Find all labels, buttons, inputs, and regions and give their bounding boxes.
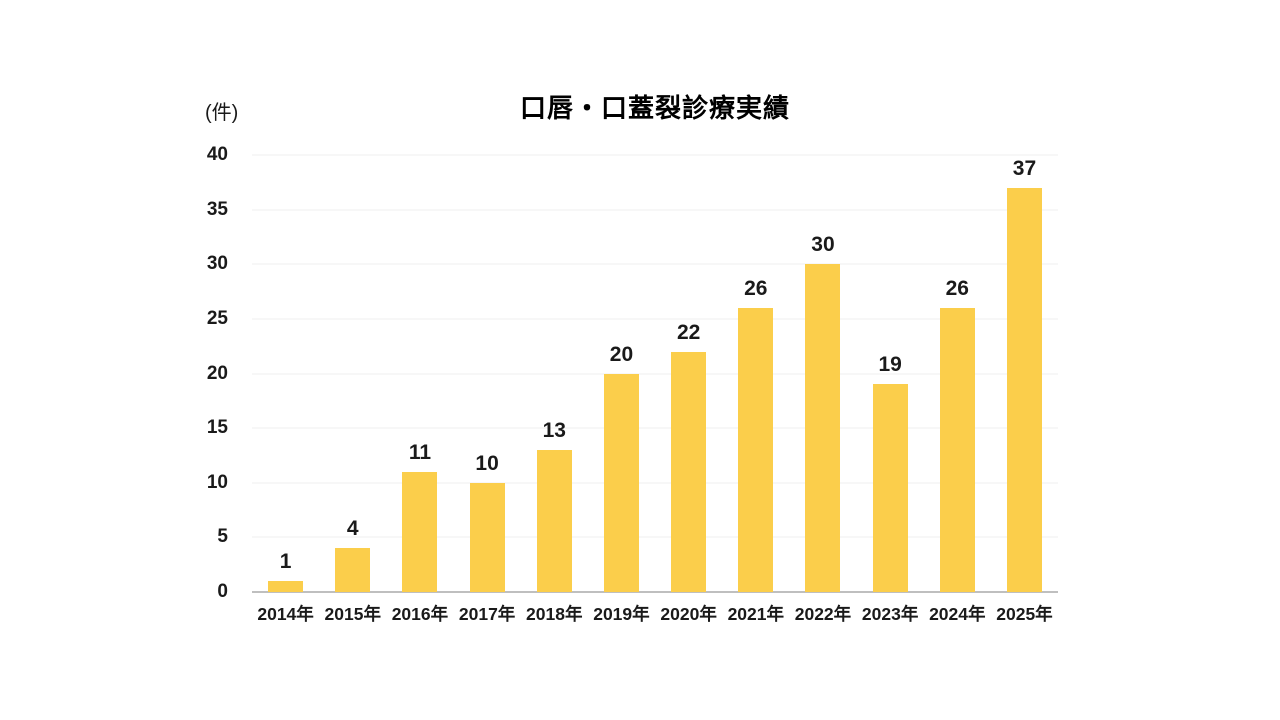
bar xyxy=(603,373,639,592)
plot-area: 1 4 11 10 13 20 22 26 30 19 26 37 xyxy=(252,154,1058,593)
x-tick-label: 2015年 xyxy=(324,604,381,624)
bar-slot: 4 xyxy=(319,155,386,592)
y-tick-label: 40 xyxy=(206,144,228,165)
gridline xyxy=(252,536,1058,538)
chart-title: 口唇・口蓋裂診療実績 xyxy=(519,93,790,123)
x-tick-label: 2014年 xyxy=(257,604,314,624)
x-tick-label: 2018年 xyxy=(526,604,583,624)
gridline xyxy=(252,373,1058,374)
bar-value-label: 22 xyxy=(676,320,701,344)
bar-value-label: 13 xyxy=(542,418,566,442)
bar xyxy=(268,581,304,592)
bar-slot: 37 xyxy=(991,155,1058,592)
y-tick-label: 20 xyxy=(206,362,228,384)
x-tick-label: 2022年 xyxy=(794,604,852,624)
bar-value-label: 37 xyxy=(1012,156,1037,180)
bar-slot: 26 xyxy=(924,155,991,592)
gridline xyxy=(252,482,1058,484)
bar-slot: 26 xyxy=(722,155,789,592)
bar xyxy=(805,264,841,592)
x-tick-label: 2016年 xyxy=(391,604,449,624)
gridline xyxy=(252,318,1058,320)
bar-value-label: 19 xyxy=(878,353,902,377)
y-tick-label: 30 xyxy=(206,253,228,275)
x-axis-tick-labels: 2014年 2015年 2016年 2017年 2018年 2019年 2020年 2021年… xyxy=(252,601,1058,626)
gridline xyxy=(252,154,1058,156)
bar-value-label: 30 xyxy=(811,233,835,257)
y-tick-label: 25 xyxy=(206,307,228,329)
bar-slot: 30 xyxy=(789,155,856,592)
bar xyxy=(671,351,707,592)
y-axis-tick-labels: 0 5 10 15 20 25 30 35 40 xyxy=(140,144,240,602)
bar xyxy=(738,307,774,592)
bar xyxy=(536,449,572,592)
bar-value-label: 4 xyxy=(346,517,359,541)
bar xyxy=(469,482,505,592)
bar xyxy=(402,471,438,592)
bar-value-label: 11 xyxy=(408,440,432,464)
bar-slot: 10 xyxy=(454,155,521,592)
y-tick-label: 35 xyxy=(206,198,228,220)
bar-slot: 13 xyxy=(521,155,588,592)
y-tick-label: 10 xyxy=(206,471,228,493)
bar-value-label: 1 xyxy=(279,550,292,574)
y-tick-label: 5 xyxy=(217,526,228,548)
x-tick-label: 2019年 xyxy=(593,604,650,624)
bar-slot: 22 xyxy=(655,155,722,592)
bar-series: 1 4 11 10 13 20 22 26 30 19 26 37 xyxy=(252,155,1058,592)
bar-value-label: 26 xyxy=(744,276,768,300)
bar xyxy=(1006,187,1042,592)
bar-value-label: 20 xyxy=(609,342,634,366)
bar-slot: 11 xyxy=(386,155,453,592)
x-tick-label: 2024年 xyxy=(929,604,986,624)
x-tick-label: 2017年 xyxy=(458,604,516,624)
gridline xyxy=(252,427,1058,429)
bar-slot: 1 xyxy=(252,155,319,592)
bar-slot: 20 xyxy=(588,155,655,592)
x-tick-label: 2023年 xyxy=(861,604,919,624)
bar-value-label: 26 xyxy=(945,276,969,300)
x-axis-line xyxy=(252,591,1058,593)
y-tick-label: 15 xyxy=(206,417,228,439)
y-axis-unit-label: (件) xyxy=(205,102,239,124)
bar xyxy=(872,384,908,592)
y-tick-label: 0 xyxy=(217,581,228,602)
bar-value-label: 10 xyxy=(475,451,499,475)
gridline xyxy=(252,209,1058,211)
bar xyxy=(335,548,371,592)
x-tick-label: 2025年 xyxy=(996,604,1053,624)
x-tick-label: 2021年 xyxy=(727,604,784,624)
bar xyxy=(939,307,975,592)
x-tick-label: 2020年 xyxy=(660,604,717,624)
bar-slot: 19 xyxy=(857,155,924,592)
gridline xyxy=(252,263,1058,265)
